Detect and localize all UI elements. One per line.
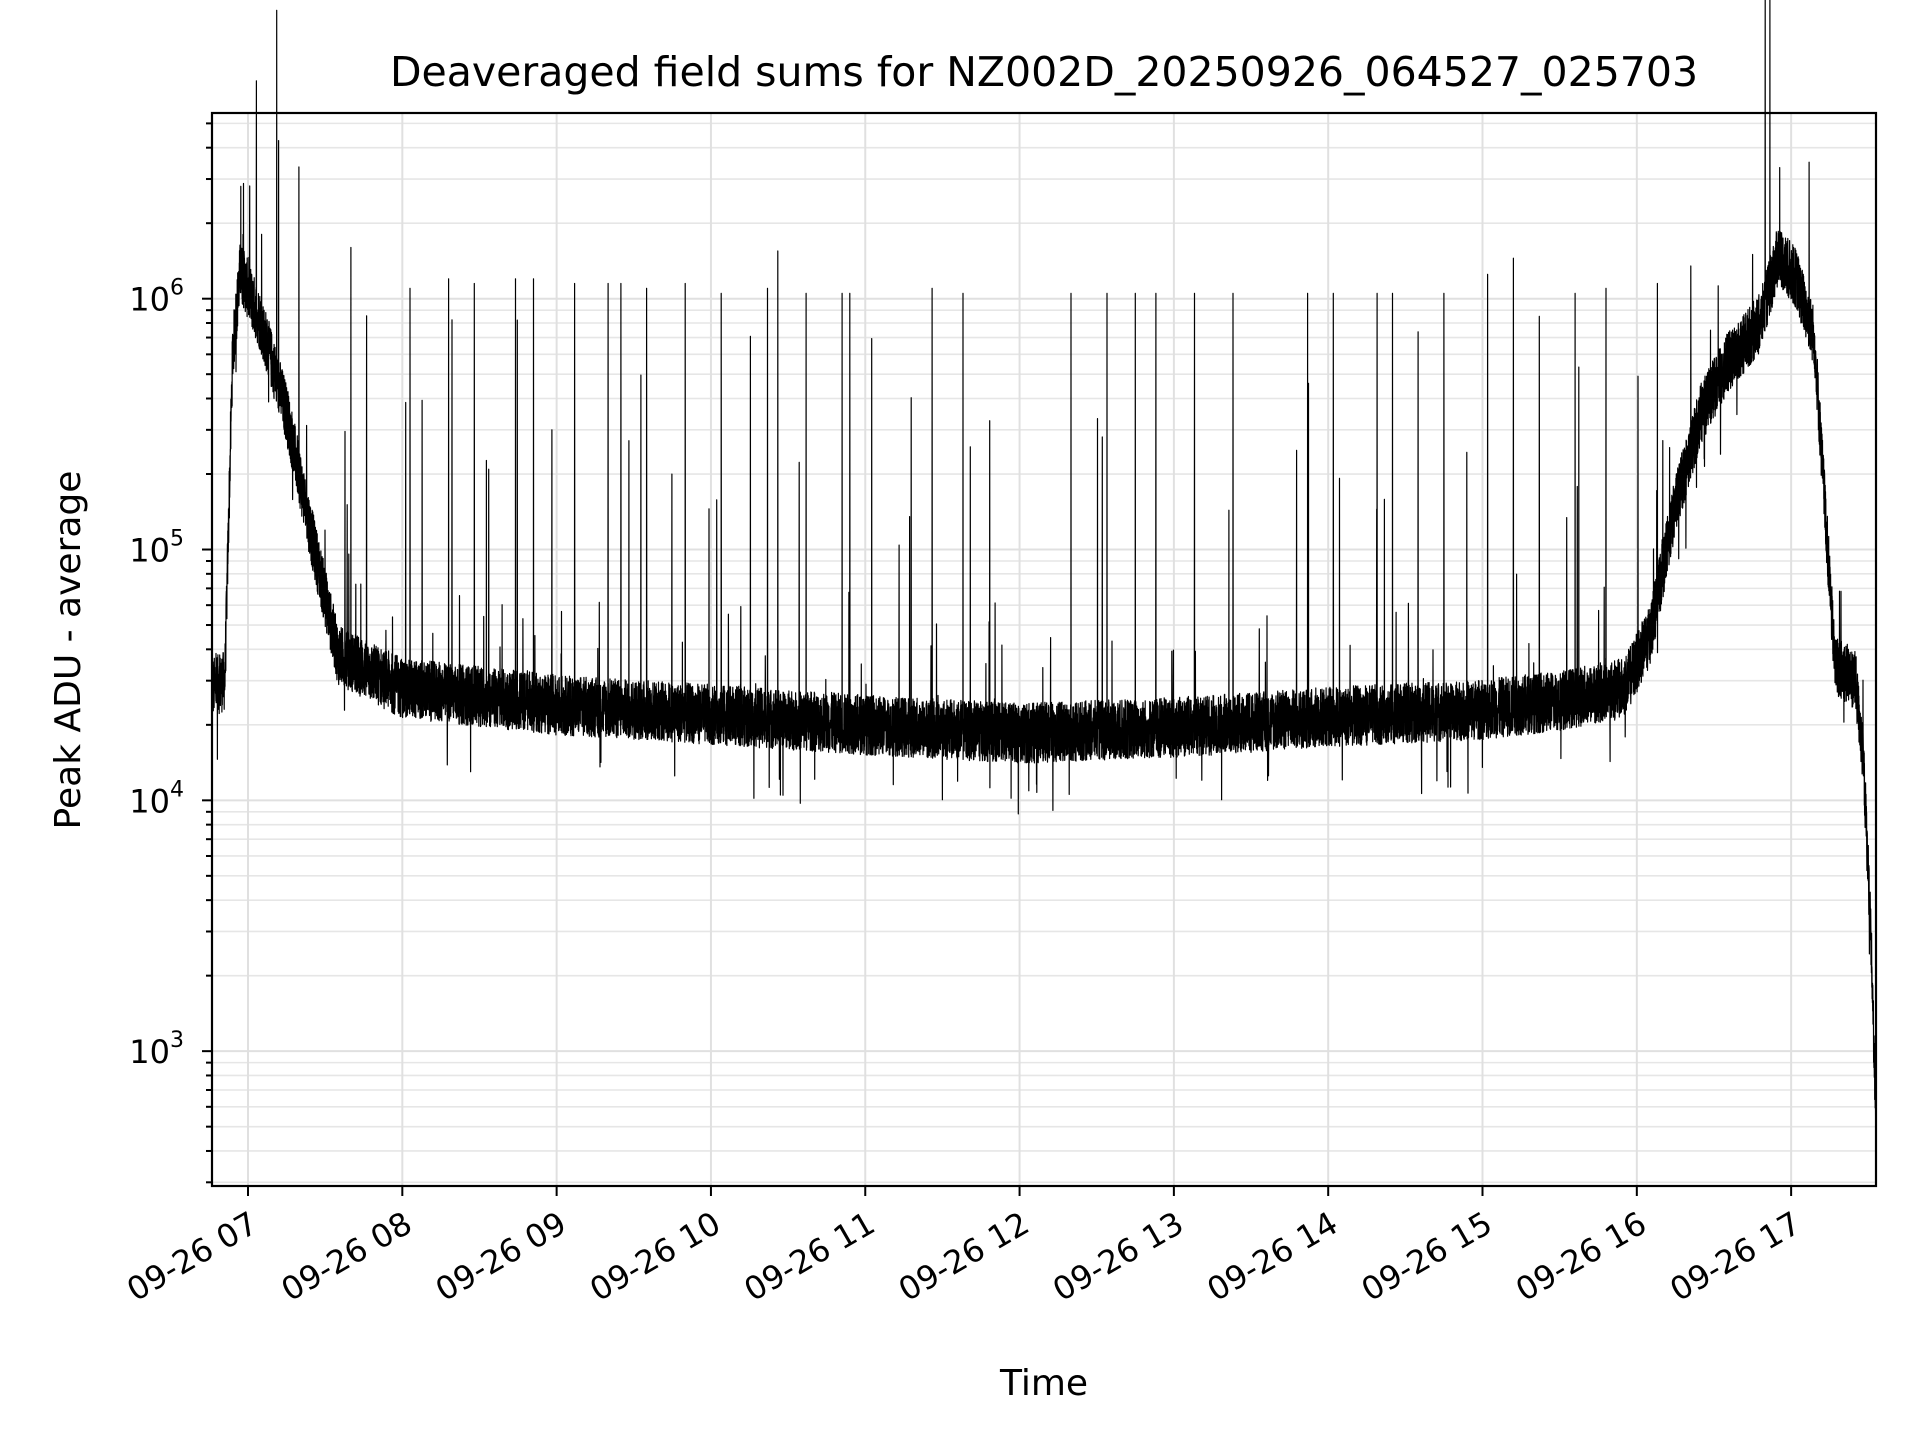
y-tick-label: 105 — [129, 527, 184, 570]
chart-title: Deaveraged field sums for NZ002D_2025092… — [390, 48, 1698, 96]
series-line — [211, 0, 1877, 1129]
x-tick-label: 09-26 14 — [1201, 1204, 1345, 1309]
y-axis: 103 104 105 106 — [129, 122, 212, 1184]
x-tick-label: 09-26 17 — [1664, 1204, 1808, 1309]
y-tick-label: 104 — [129, 777, 184, 820]
x-tick-label: 09-26 16 — [1509, 1204, 1653, 1309]
x-axis: 09-26 07 09-26 08 09-26 09 09-26 10 09-26 11… — [120, 1186, 1807, 1309]
x-tick-label: 09-26 07 — [120, 1204, 264, 1309]
y-tick-label: 103 — [129, 1028, 184, 1071]
y-tick-label: 106 — [129, 276, 184, 319]
x-tick-label: 09-26 13 — [1046, 1204, 1190, 1309]
grid — [212, 113, 1876, 1186]
series-layer — [211, 0, 1877, 1129]
x-tick-label: 09-26 10 — [583, 1204, 727, 1309]
x-axis-label: Time — [999, 1363, 1088, 1404]
x-tick-label: 09-26 15 — [1355, 1204, 1499, 1309]
x-tick-label: 09-26 09 — [429, 1204, 573, 1309]
y-axis-label: Peak ADU - average — [48, 471, 89, 830]
x-tick-label: 09-26 11 — [738, 1204, 882, 1309]
x-tick-label: 09-26 12 — [892, 1204, 1036, 1309]
x-tick-label: 09-26 08 — [275, 1204, 419, 1309]
